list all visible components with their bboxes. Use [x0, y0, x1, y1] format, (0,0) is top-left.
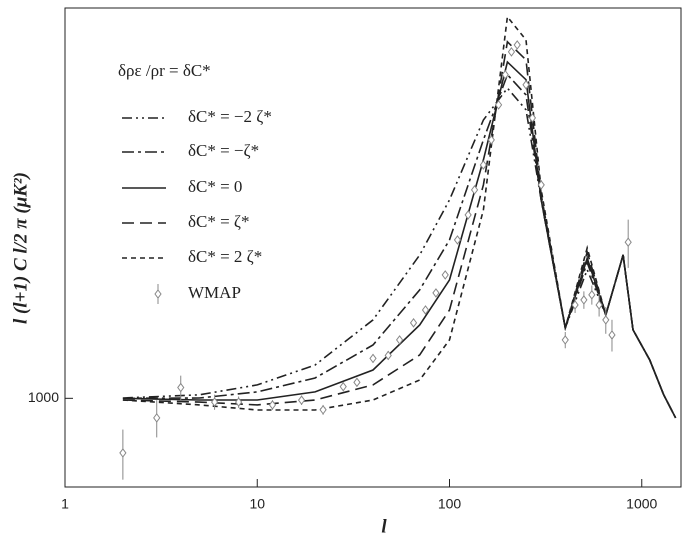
curve	[122, 14, 677, 419]
data-point	[487, 135, 495, 145]
legend-label: δC* = −2 ζ*	[188, 107, 272, 126]
data-point	[494, 100, 503, 110]
legend-label: δC* = ζ*	[188, 212, 249, 231]
curve	[122, 86, 677, 419]
data-point	[234, 397, 243, 407]
data-point	[470, 185, 479, 195]
data-point	[624, 237, 632, 248]
data-point	[353, 377, 361, 388]
data-point	[608, 330, 616, 340]
data-point	[595, 300, 603, 310]
data-point	[453, 235, 462, 245]
annotation: δρε /ρr = δC*	[118, 61, 211, 80]
data-point	[513, 40, 521, 50]
legend-label: δC* = −ζ*	[188, 141, 259, 160]
data-point	[319, 404, 327, 415]
data-point	[421, 305, 430, 315]
y-tick-label: 1000	[28, 389, 59, 405]
x-tick-label: 1000	[626, 496, 657, 512]
data-point	[588, 289, 596, 300]
data-point	[369, 353, 377, 364]
data-point	[441, 270, 449, 280]
legend-label: δC* = 2 ζ*	[188, 247, 262, 266]
data-point	[571, 300, 579, 310]
data-point	[464, 210, 472, 220]
data-point	[580, 295, 588, 305]
data-point	[210, 397, 219, 407]
data-point	[528, 113, 537, 123]
data-point	[119, 448, 127, 458]
data-point	[602, 315, 610, 325]
data-point	[268, 400, 277, 410]
data-point	[522, 79, 530, 90]
data-point	[409, 318, 418, 328]
curve	[122, 40, 677, 419]
legend-label: WMAP	[188, 283, 241, 302]
data-point	[537, 180, 545, 190]
data-point	[339, 381, 347, 392]
data-point	[432, 288, 440, 298]
data-point	[384, 350, 392, 361]
legend-label: δC* = 0	[188, 177, 242, 196]
data-point	[479, 160, 487, 170]
data-point	[177, 382, 185, 393]
y-axis-label: l (l+1) C l/2 π (μK²)	[10, 172, 31, 324]
legend-marker	[154, 289, 162, 299]
data-point	[507, 47, 516, 57]
data-point	[297, 395, 306, 406]
data-point	[501, 69, 509, 80]
x-tick-label: 1	[61, 496, 69, 512]
x-tick-label: 100	[438, 496, 462, 512]
x-tick-label: 10	[249, 496, 265, 512]
data-point	[561, 335, 569, 345]
plot-frame	[64, 7, 682, 488]
data-point	[395, 335, 404, 345]
data-point	[153, 413, 161, 423]
x-axis-label: l	[381, 516, 387, 537]
